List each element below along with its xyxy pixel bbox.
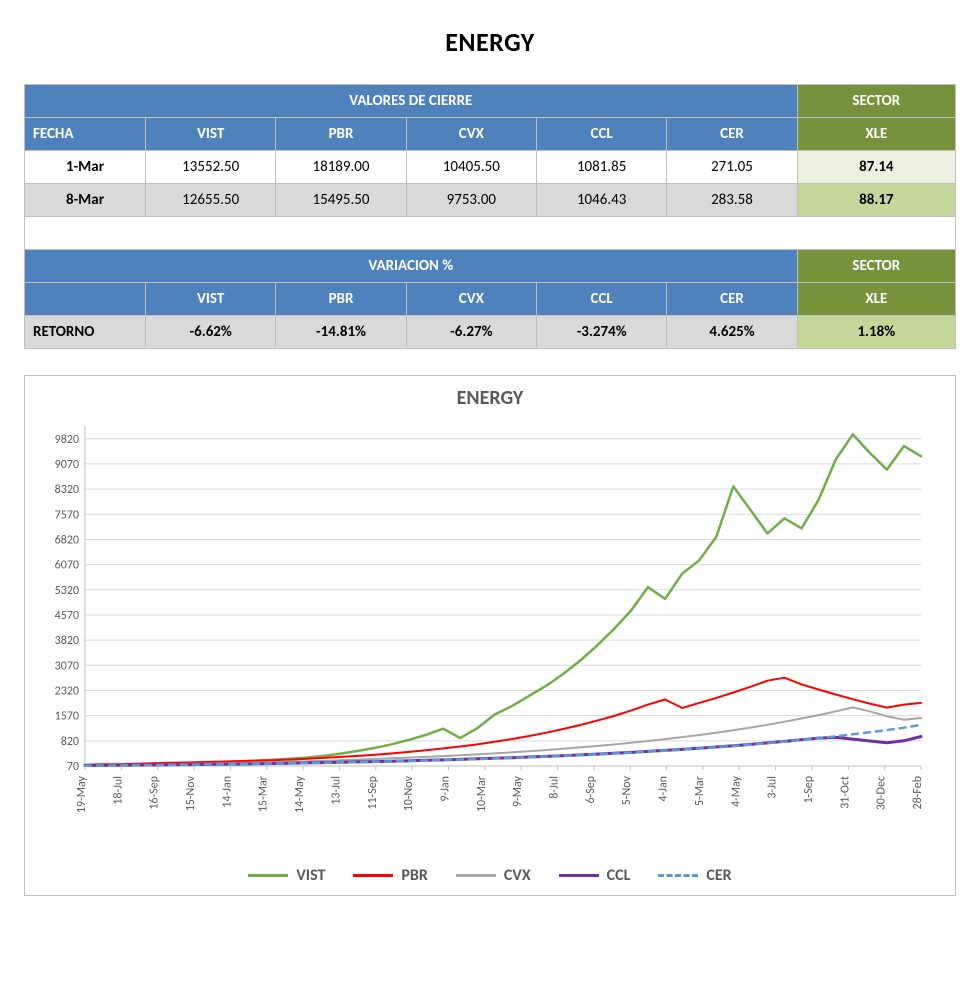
- legend-swatch: [353, 874, 393, 877]
- svg-text:4570: 4570: [55, 609, 79, 623]
- svg-text:8-Jul: 8-Jul: [548, 776, 562, 799]
- legend-label: VIST: [296, 866, 325, 885]
- svg-text:3070: 3070: [55, 659, 79, 673]
- cell: -14.81%: [276, 316, 406, 349]
- cell: 1081.85: [537, 151, 667, 184]
- cell: 15495.50: [276, 184, 406, 217]
- legend-label: CVX: [504, 866, 531, 885]
- svg-text:5320: 5320: [55, 584, 79, 598]
- cell: 1.18%: [797, 316, 955, 349]
- svg-text:4-May: 4-May: [729, 775, 743, 807]
- col-xle: XLE: [797, 118, 955, 151]
- cell: 1046.43: [537, 184, 667, 217]
- svg-text:1-Sep: 1-Sep: [802, 776, 816, 804]
- svg-text:10-Nov: 10-Nov: [402, 775, 416, 811]
- svg-text:9070: 9070: [55, 458, 79, 472]
- legend-label: CER: [706, 866, 731, 885]
- cell: 88.17: [797, 184, 955, 217]
- variacion-title: VARIACION %: [25, 250, 798, 283]
- legend-label: PBR: [401, 866, 428, 885]
- table-valores: VALORES DE CIERRE SECTOR FECHA VIST PBR …: [24, 84, 956, 349]
- svg-text:4-Jan: 4-Jan: [657, 776, 671, 802]
- col-vist: VIST: [146, 118, 276, 151]
- svg-text:14-Jan: 14-Jan: [220, 776, 234, 808]
- cell: 8-Mar: [25, 184, 146, 217]
- col2-cvx: CVX: [406, 283, 536, 316]
- page-title: ENERGY: [24, 26, 956, 58]
- cell: 271.05: [667, 151, 797, 184]
- svg-text:70: 70: [67, 760, 79, 774]
- col-blank: [25, 283, 146, 316]
- cell: 9753.00: [406, 184, 536, 217]
- valores-title: VALORES DE CIERRE: [25, 85, 798, 118]
- col2-cer: CER: [667, 283, 797, 316]
- legend-item: CVX: [456, 866, 531, 885]
- svg-text:28-Feb: 28-Feb: [911, 776, 925, 809]
- svg-text:5-Nov: 5-Nov: [620, 775, 634, 805]
- svg-text:15-Nov: 15-Nov: [184, 775, 198, 811]
- col-cer: CER: [667, 118, 797, 151]
- svg-text:6820: 6820: [55, 533, 79, 547]
- svg-text:3-Jul: 3-Jul: [766, 776, 780, 799]
- col2-vist: VIST: [146, 283, 276, 316]
- svg-text:30-Dec: 30-Dec: [875, 776, 889, 810]
- legend-swatch: [658, 874, 698, 877]
- svg-text:13-Jul: 13-Jul: [329, 776, 343, 805]
- svg-text:2320: 2320: [55, 684, 79, 698]
- svg-text:19-May: 19-May: [75, 775, 89, 813]
- col-pbr: PBR: [276, 118, 406, 151]
- legend-item: CCL: [559, 866, 631, 885]
- svg-text:5-Mar: 5-Mar: [693, 776, 707, 806]
- svg-text:11-Sep: 11-Sep: [366, 776, 380, 810]
- svg-text:9820: 9820: [55, 433, 79, 447]
- legend-label: CCL: [607, 866, 631, 885]
- chart-legend: VIST PBR CVX CCL CER: [31, 856, 949, 889]
- cell: 12655.50: [146, 184, 276, 217]
- col2-ccl: CCL: [537, 283, 667, 316]
- svg-text:31-Oct: 31-Oct: [838, 776, 852, 809]
- chart-title: ENERGY: [31, 386, 949, 410]
- col-fecha: FECHA: [25, 118, 146, 151]
- svg-text:1570: 1570: [55, 710, 79, 724]
- legend-swatch: [248, 874, 288, 877]
- cell: -6.62%: [146, 316, 276, 349]
- col-cvx: CVX: [406, 118, 536, 151]
- sector-title2: SECTOR: [797, 250, 955, 283]
- legend-item: CER: [658, 866, 731, 885]
- cell: 283.58: [667, 184, 797, 217]
- svg-text:15-Mar: 15-Mar: [257, 776, 271, 812]
- cell: 10405.50: [406, 151, 536, 184]
- col2-xle: XLE: [797, 283, 955, 316]
- cell: 1-Mar: [25, 151, 146, 184]
- legend-item: VIST: [248, 866, 325, 885]
- cell: 87.14: [797, 151, 955, 184]
- svg-text:6-Sep: 6-Sep: [584, 776, 598, 804]
- legend-swatch: [559, 874, 599, 877]
- svg-text:8320: 8320: [55, 483, 79, 497]
- cell: -3.274%: [537, 316, 667, 349]
- svg-text:14-May: 14-May: [293, 775, 307, 813]
- svg-text:3820: 3820: [55, 634, 79, 648]
- cell: -6.27%: [406, 316, 536, 349]
- cell: RETORNO: [25, 316, 146, 349]
- svg-text:10-Mar: 10-Mar: [475, 776, 489, 812]
- svg-text:7570: 7570: [55, 508, 79, 522]
- cell: 18189.00: [276, 151, 406, 184]
- chart-container: ENERGY 70 820 1570 2320 3070 3820 4570 5320 6070…: [24, 375, 956, 896]
- sector-title: SECTOR: [797, 85, 955, 118]
- svg-text:16-Sep: 16-Sep: [148, 776, 162, 810]
- cell: 13552.50: [146, 151, 276, 184]
- col2-pbr: PBR: [276, 283, 406, 316]
- line-chart: 70 820 1570 2320 3070 3820 4570 5320 6070 6820 757…: [31, 416, 931, 856]
- legend-item: PBR: [353, 866, 428, 885]
- svg-text:6070: 6070: [55, 559, 79, 573]
- col-ccl: CCL: [537, 118, 667, 151]
- legend-swatch: [456, 874, 496, 877]
- svg-text:820: 820: [61, 735, 79, 749]
- cell: 4.625%: [667, 316, 797, 349]
- svg-text:18-Jul: 18-Jul: [111, 776, 125, 805]
- svg-text:9-Jan: 9-Jan: [438, 776, 452, 802]
- svg-text:9-May: 9-May: [511, 775, 525, 807]
